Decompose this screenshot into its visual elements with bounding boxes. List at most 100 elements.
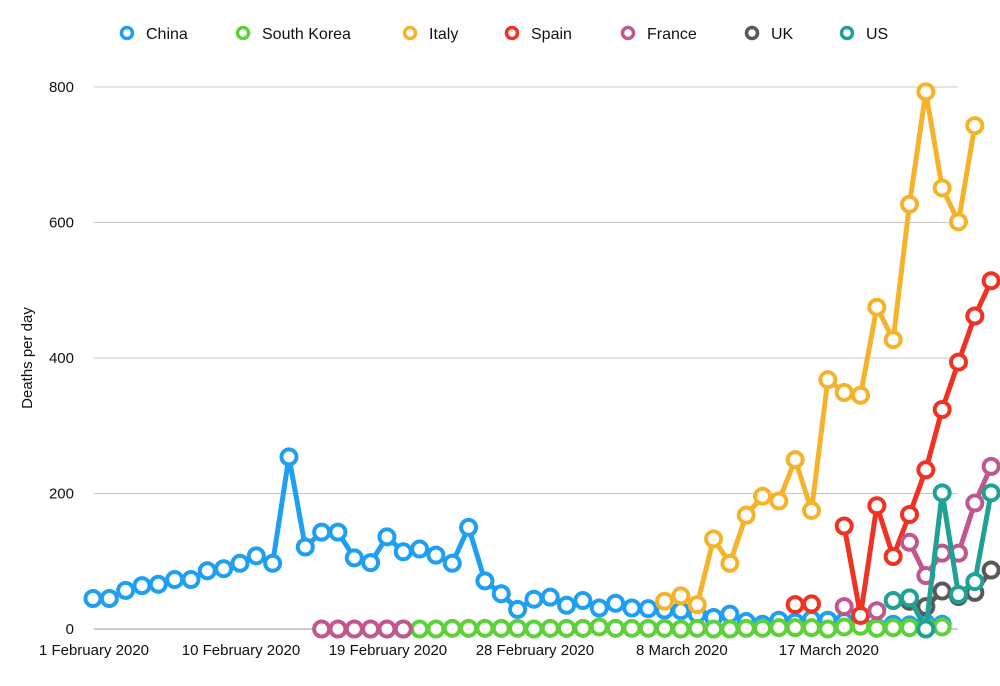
- data-point: [916, 82, 936, 102]
- data-point: [769, 618, 789, 638]
- data-point: [981, 560, 1000, 580]
- data-point: [687, 618, 707, 638]
- data-point: [965, 116, 985, 136]
- data-point: [867, 601, 887, 621]
- series-south-korea: [393, 616, 952, 639]
- data-point: [491, 584, 511, 604]
- legend-item: Italy: [402, 25, 458, 43]
- data-point: [883, 618, 903, 638]
- data-point: [671, 586, 691, 606]
- data-point: [900, 618, 919, 638]
- series: [83, 82, 1000, 639]
- data-point: [655, 591, 675, 611]
- data-point: [883, 547, 903, 567]
- data-point: [410, 619, 430, 639]
- y-tick-label: 0: [66, 621, 74, 638]
- data-point: [557, 618, 577, 638]
- data-point: [328, 619, 348, 639]
- data-point: [230, 553, 250, 573]
- data-point: [589, 617, 609, 637]
- data-point: [638, 618, 658, 638]
- data-point: [687, 595, 707, 615]
- data-point: [573, 618, 593, 638]
- data-point: [916, 619, 936, 639]
- data-point: [573, 591, 593, 611]
- x-tick-label: 19 February 2020: [329, 642, 447, 659]
- data-point: [83, 589, 103, 609]
- data-point: [508, 618, 528, 638]
- legend-item: France: [620, 25, 697, 43]
- data-point: [524, 589, 544, 609]
- data-point: [900, 505, 919, 525]
- data-point: [181, 570, 201, 590]
- data-point: [720, 553, 740, 573]
- data-point: [704, 529, 724, 549]
- data-point: [900, 194, 919, 214]
- data-point: [197, 561, 217, 581]
- legend-marker: [235, 25, 251, 41]
- legend-label: UK: [771, 26, 794, 43]
- legend-item: US: [839, 25, 888, 43]
- data-point: [948, 352, 968, 372]
- data-point: [312, 522, 332, 542]
- data-point: [508, 599, 528, 619]
- data-point: [344, 548, 364, 568]
- legend-label: France: [647, 26, 697, 43]
- data-point: [981, 271, 1000, 291]
- legend-marker: [839, 25, 855, 41]
- data-point: [540, 587, 560, 607]
- data-point: [867, 297, 887, 317]
- data-point: [540, 618, 560, 638]
- series-spain: [785, 271, 1000, 625]
- data-point: [377, 619, 397, 639]
- legend-marker: [744, 25, 760, 41]
- data-point: [785, 618, 805, 638]
- data-point: [948, 584, 968, 604]
- data-point: [655, 618, 675, 638]
- data-point: [834, 597, 854, 617]
- data-point: [932, 178, 952, 198]
- data-point: [753, 618, 773, 638]
- data-point: [638, 599, 658, 619]
- data-point: [312, 619, 332, 639]
- x-tick-label: 28 February 2020: [476, 642, 594, 659]
- series-line: [662, 89, 978, 608]
- data-point: [589, 598, 609, 618]
- legend-label: South Korea: [262, 26, 351, 43]
- data-point: [867, 496, 887, 516]
- y-tick-label: 400: [49, 350, 74, 367]
- x-tick-label: 10 February 2020: [182, 642, 300, 659]
- data-point: [981, 456, 1000, 476]
- legend-label: Spain: [531, 26, 572, 43]
- data-point: [99, 589, 119, 609]
- y-axis-title: Deaths per day: [19, 307, 36, 409]
- data-point: [459, 618, 479, 638]
- data-point: [736, 505, 756, 525]
- y-axis-ticks: 0 200 400 600 800: [49, 79, 74, 638]
- data-point: [785, 595, 805, 615]
- data-point: [802, 594, 822, 614]
- y-tick-label: 800: [49, 79, 74, 96]
- data-point: [491, 618, 511, 638]
- legend-label: China: [146, 26, 188, 43]
- data-point: [214, 559, 234, 579]
- data-point: [834, 383, 854, 403]
- data-point: [948, 212, 968, 232]
- x-tick-label: 17 March 2020: [779, 642, 879, 659]
- data-point: [883, 330, 903, 350]
- data-point: [671, 619, 691, 639]
- legend-marker: [620, 25, 636, 41]
- data-point: [867, 618, 887, 638]
- series-italy: [655, 82, 985, 615]
- data-point: [965, 572, 985, 592]
- data-point: [720, 619, 740, 639]
- data-point: [932, 581, 952, 601]
- data-point: [802, 500, 822, 520]
- data-point: [116, 580, 136, 600]
- data-point: [524, 619, 544, 639]
- data-point: [361, 553, 381, 573]
- data-point: [932, 617, 952, 637]
- data-point: [279, 447, 299, 467]
- data-point: [622, 598, 642, 618]
- data-point: [295, 537, 315, 557]
